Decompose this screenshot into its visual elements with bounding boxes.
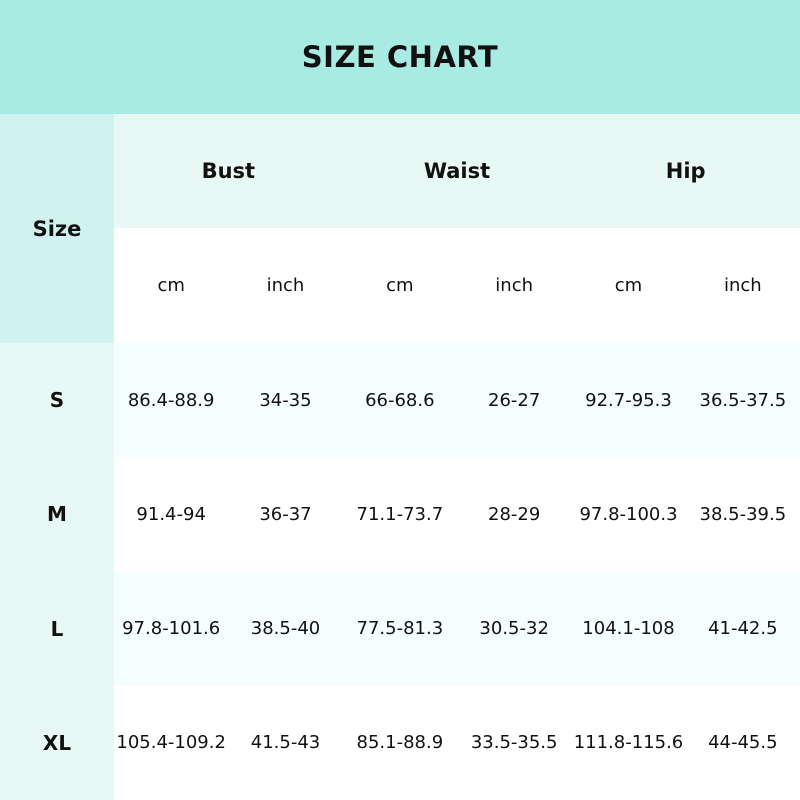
table-cell: 77.5-81.3 — [342, 571, 457, 686]
table-cell: 91.4-94 — [114, 457, 229, 572]
unit-header: inch — [685, 228, 800, 343]
table-cell: 104.1-108 — [571, 571, 686, 686]
table-cell: 38.5-39.5 — [685, 457, 800, 572]
table-cell: 97.8-101.6 — [114, 571, 229, 686]
table-cell: 26-27 — [457, 343, 572, 458]
unit-header: cm — [571, 228, 686, 343]
table-cell: 34-35 — [228, 343, 343, 458]
table-cell: 66-68.6 — [342, 343, 457, 458]
page-title: SIZE CHART — [0, 0, 800, 114]
table-cell: 36-37 — [228, 457, 343, 572]
size-label: L — [0, 571, 114, 686]
table-cell: 111.8-115.6 — [571, 685, 686, 800]
table-cell: 30.5-32 — [457, 571, 572, 686]
table-cell: 92.7-95.3 — [571, 343, 686, 458]
table-cell: 105.4-109.2 — [114, 685, 229, 800]
table-cell: 44-45.5 — [685, 685, 800, 800]
group-header-bust: Bust — [114, 114, 343, 228]
size-label: S — [0, 343, 114, 458]
unit-header: cm — [342, 228, 457, 343]
unit-header: inch — [457, 228, 572, 343]
unit-header: cm — [114, 228, 229, 343]
table-cell: 41.5-43 — [228, 685, 343, 800]
group-header-waist: Waist — [342, 114, 572, 228]
table-cell: 28-29 — [457, 457, 572, 572]
table-cell: 33.5-35.5 — [457, 685, 572, 800]
table-cell: 97.8-100.3 — [571, 457, 686, 572]
size-chart-table: Size Bust Waist Hip cm inch cm inch cm inch S 86.4… — [0, 114, 800, 800]
table-cell: 41-42.5 — [685, 571, 800, 686]
table-cell: 86.4-88.9 — [114, 343, 229, 458]
table-cell: 38.5-40 — [228, 571, 343, 686]
size-column-header: Size — [0, 114, 114, 343]
unit-header: inch — [228, 228, 343, 343]
table-cell: 36.5-37.5 — [685, 343, 800, 458]
group-header-hip: Hip — [571, 114, 800, 228]
table-cell: 71.1-73.7 — [342, 457, 457, 572]
table-cell: 85.1-88.9 — [342, 685, 457, 800]
size-label: XL — [0, 685, 114, 800]
size-label: M — [0, 457, 114, 572]
